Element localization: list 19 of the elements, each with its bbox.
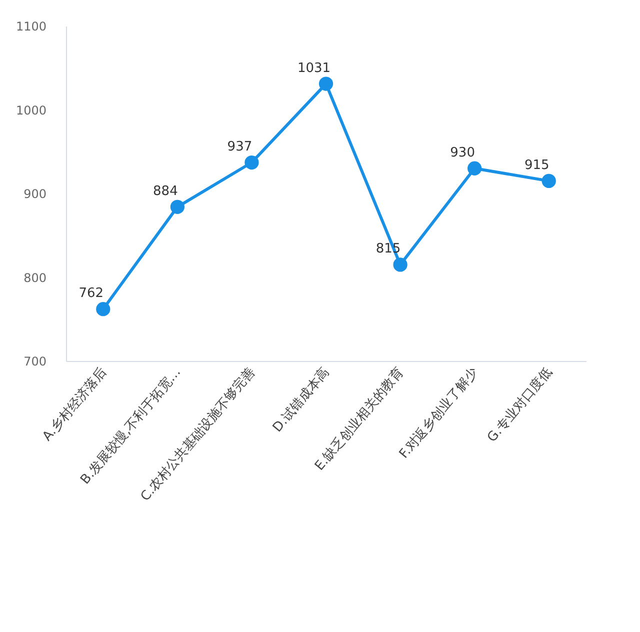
y-tick-label: 900 [24,187,46,201]
point [170,200,184,214]
y-tick-label: 1100 [16,20,46,34]
point [393,258,408,272]
point [318,76,334,91]
data-label: 930 [450,145,475,160]
data-label: 937 [227,140,252,155]
point [468,161,482,176]
data-label: 884 [153,184,178,199]
y-tick-label: 1000 [16,103,46,118]
data-label: 1031 [297,60,331,76]
x-tick-label: G.专业对口度低 [484,364,556,446]
x-tick-label: D.试错成本高 [269,364,333,436]
point [542,174,556,188]
point [244,155,259,170]
data-label: 762 [78,286,104,302]
y-tick-label: 800 [24,270,46,285]
data-label: 915 [524,158,550,173]
point [96,302,110,316]
